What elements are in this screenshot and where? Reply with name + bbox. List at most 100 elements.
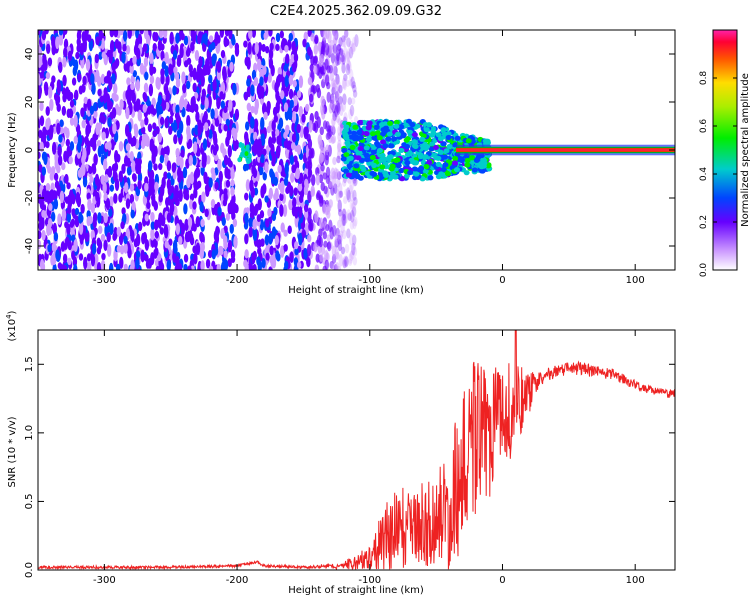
heatmap-cell [41,151,47,161]
heatmap-cell [244,249,249,259]
carrier-band-fringe [456,144,675,147]
colorbar-tick-label: 0.2 [699,215,709,229]
heatmap-cell [40,64,46,73]
heatmap-cell [77,73,82,82]
y-tick-label: -40 [24,238,35,254]
heatmap-cell [256,256,261,266]
heatmap-cell [326,91,331,103]
heatmap-cell [335,100,340,114]
heatmap-cell [111,107,117,119]
heatmap-cell [97,239,103,251]
heatmap-cell [181,106,186,118]
heatmap-cell [146,105,152,115]
heatmap-cell [336,171,342,180]
heatmap-cell [147,123,153,133]
heatmap-cell [336,44,341,55]
heatmap-cell [193,169,199,181]
heatmap-cell [342,259,347,269]
heatmap-cell [353,196,358,206]
heatmap-cell [341,208,347,221]
heatmap-cell [210,108,215,120]
heatmap-cell [433,155,440,161]
heatmap-cell [245,146,250,152]
heatmap-cell [464,157,471,164]
heatmap-cell [332,30,337,37]
heatmap-cell [90,202,96,214]
heatmap-cell [200,241,205,253]
heatmap-cell [387,120,394,126]
heatmap-cell [106,243,112,257]
heatmap-cell [182,83,187,94]
heatmap-cell [331,253,337,264]
heatmap-cell [91,243,97,255]
heatmap-cell [343,30,349,41]
heatmap-cell [330,53,336,64]
heatmap-cell [121,163,126,174]
heatmap-cell [192,67,197,81]
heatmap-cell [98,225,103,235]
heatmap-cell [404,143,411,150]
heatmap-cell [237,157,242,163]
heatmap-cell [350,43,356,53]
spectrogram-heatmap [38,30,675,270]
heatmap-cell [343,211,349,224]
heatmap-cell [320,164,325,172]
heatmap-cell [349,250,354,261]
heatmap-cell [120,221,125,230]
heatmap-cell [98,30,103,41]
heatmap-cell [38,77,42,86]
heatmap-cell [39,101,44,112]
heatmap-cell [347,258,353,266]
heatmap-cell [411,139,418,145]
heatmap-cell [85,124,90,138]
heatmap-cell [193,252,198,265]
heatmap-cell [279,204,284,217]
heatmap-cell [51,141,57,155]
heatmap-cell [274,81,279,94]
heatmap-cell [335,45,341,54]
heatmap-cell [264,161,269,174]
heatmap-cell [290,172,295,183]
heatmap-cell [352,178,357,187]
heatmap-cell [149,169,155,180]
heatmap-cell [245,179,251,192]
heatmap-cell [426,159,433,165]
x-tick-label: 0 [499,275,505,286]
snr-panel: -300 -200 -100 0 100 0.0 0.5 1.0 1.5 Height of … [5,310,676,596]
heatmap-cell [271,119,276,132]
heatmap-cell [39,141,44,153]
heatmap-cell [187,216,193,228]
heatmap-cell [286,140,291,150]
heatmap-cell [125,106,130,120]
heatmap-cell [225,213,231,221]
heatmap-cell [226,130,232,141]
heatmap-cell [422,154,429,160]
heatmap-cell [203,171,208,182]
heatmap-cell [317,134,323,146]
heatmap-cell [381,156,388,162]
heatmap-cell [60,241,66,252]
heatmap-cell [49,189,54,203]
heatmap-cell [350,76,355,89]
heatmap-cell [341,38,346,48]
heatmap-cell [227,258,232,268]
heatmap-cell [220,228,225,240]
heatmap-cell [72,66,78,77]
heatmap-cell [249,179,254,192]
heatmap-cell [263,111,268,120]
heatmap-cell [45,190,50,203]
heatmap-cell [143,93,148,103]
heatmap-cell [292,197,297,209]
y-tick-label: 0.0 [24,562,35,578]
spectrogram-x-axis: -300 -200 -100 0 100 [93,30,645,286]
heatmap-cell [59,264,64,270]
heatmap-cell [195,216,200,228]
heatmap-cell [287,109,293,121]
heatmap-cell [111,30,117,36]
heatmap-cell [259,219,265,231]
heatmap-cell [129,63,134,74]
heatmap-cell [103,192,108,202]
heatmap-cell [253,104,259,115]
heatmap-cell [330,44,335,55]
